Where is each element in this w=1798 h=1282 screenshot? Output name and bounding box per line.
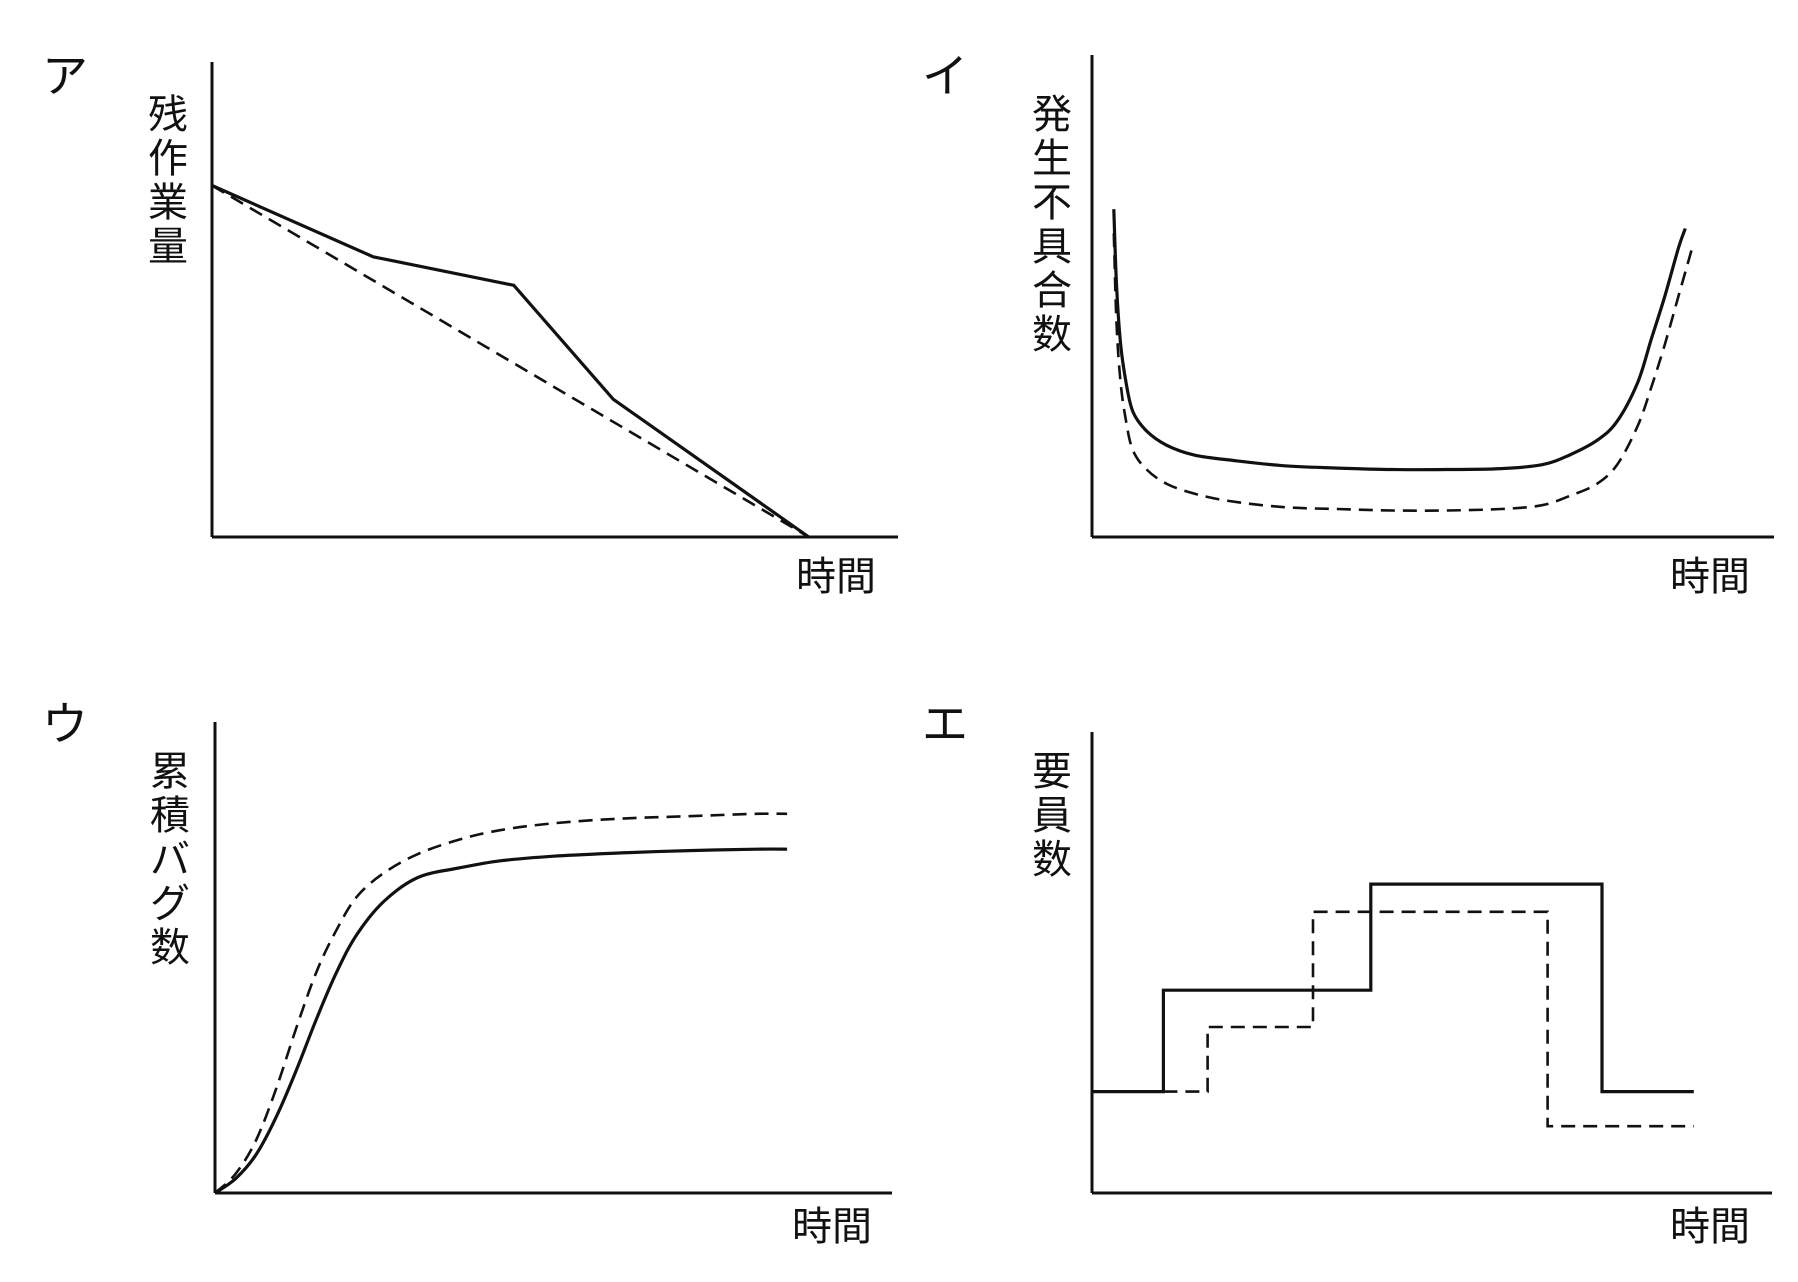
series-line-dashed (214, 812, 788, 1194)
series-line-solid (1112, 209, 1687, 472)
panel-label: ア (42, 49, 88, 103)
y-axis-label-char: グ (150, 881, 190, 927)
series-line-solid (1092, 882, 1694, 1094)
y-axis-label-char: 要 (1032, 749, 1072, 795)
y-axis-label-char: 数 (1032, 312, 1072, 358)
y-axis-label-char: 員 (1032, 793, 1072, 839)
y-axis-label: 要員数 (1032, 749, 1072, 883)
y-axis-label-char: 合 (1032, 268, 1072, 314)
y-axis-label-char: 具 (1032, 224, 1072, 270)
series-line-dashed (211, 184, 810, 539)
x-axis-label: 時間 (792, 1204, 872, 1250)
panel-label: イ (922, 49, 968, 103)
y-axis-label-char: 量 (148, 224, 188, 270)
series-line-dashed (1163, 910, 1694, 1128)
panel-label: エ (922, 697, 968, 751)
y-axis-label-char: 発 (1032, 92, 1072, 138)
x-axis-label: 時間 (1670, 1204, 1750, 1250)
y-axis-label-char: 業 (148, 180, 188, 226)
y-axis-label-char: 数 (150, 925, 190, 971)
y-axis-label-char: 累 (150, 749, 190, 795)
y-axis-label-char: 生 (1032, 136, 1072, 182)
y-axis-label-char: 数 (1032, 837, 1072, 883)
y-axis-label-char: バ (150, 837, 190, 883)
series-line-solid (211, 184, 810, 539)
y-axis-label-char: 作 (148, 136, 188, 182)
series-line-dashed (1112, 233, 1694, 512)
y-axis-label-char: 積 (150, 793, 190, 839)
y-axis-label-char: 不 (1032, 180, 1072, 226)
panel-label: ウ (42, 697, 88, 751)
x-axis-label: 時間 (796, 554, 876, 600)
x-axis-label: 時間 (1670, 554, 1750, 600)
series-line-solid (214, 847, 788, 1195)
y-axis-label-char: 残 (148, 92, 188, 138)
